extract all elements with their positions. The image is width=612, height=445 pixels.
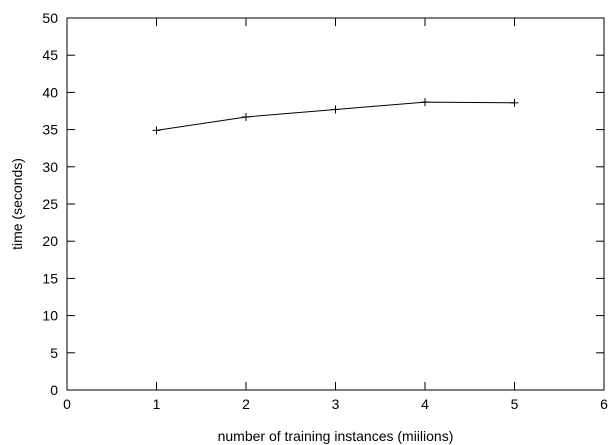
y-tick-label: 40 — [42, 84, 58, 100]
x-axis: 0 1 2 3 4 5 6 — [63, 18, 608, 412]
y-tick-label: 10 — [42, 308, 58, 324]
x-tick-label: 4 — [421, 396, 429, 412]
x-tick-label: 3 — [332, 396, 340, 412]
plot-frame — [66, 17, 605, 391]
y-tick-label: 20 — [42, 233, 58, 249]
data-point — [510, 98, 519, 107]
y-tick-label: 5 — [50, 345, 58, 361]
x-tick-label: 0 — [63, 396, 71, 412]
y-axis-title: time (seconds) — [9, 158, 25, 250]
y-tick-label: 25 — [42, 196, 58, 212]
x-tick-label: 6 — [600, 396, 608, 412]
x-tick-label: 1 — [153, 396, 161, 412]
data-point — [152, 126, 161, 135]
data-point — [242, 112, 250, 121]
x-axis-title: number of training instances (miilions) — [218, 428, 454, 444]
y-tick-label: 45 — [42, 47, 58, 63]
x-tick-label: 5 — [511, 396, 519, 412]
y-tick-label: 35 — [42, 122, 58, 138]
data-point — [331, 105, 340, 114]
data-point — [421, 98, 429, 107]
y-axis: 0 5 10 15 20 25 30 35 40 45 50 — [42, 10, 604, 398]
x-tick-label: 2 — [242, 396, 250, 412]
y-tick-label: 50 — [42, 10, 58, 26]
y-tick-label: 30 — [42, 159, 58, 175]
series-layer — [152, 98, 519, 135]
y-tick-label: 15 — [42, 270, 58, 286]
y-tick-label: 0 — [50, 382, 58, 398]
